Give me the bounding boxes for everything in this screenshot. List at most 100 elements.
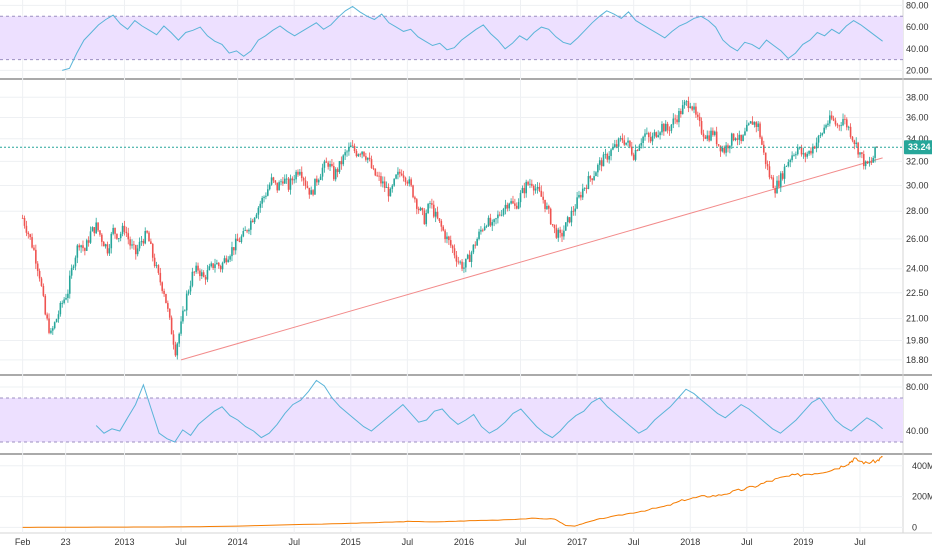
candle-body bbox=[282, 181, 284, 184]
candle-body bbox=[399, 171, 401, 174]
candle-body bbox=[555, 228, 558, 238]
candle-body bbox=[57, 314, 60, 320]
candle-body bbox=[295, 171, 297, 180]
candle-body bbox=[134, 245, 137, 255]
candle-body bbox=[570, 210, 573, 223]
candle-body bbox=[234, 238, 237, 251]
candle-body bbox=[114, 227, 116, 234]
candle-body bbox=[144, 231, 147, 244]
candle-body bbox=[23, 218, 26, 226]
candle-body bbox=[615, 144, 618, 147]
price-y-tick-label: 26.00 bbox=[906, 234, 929, 244]
candle-body bbox=[370, 159, 373, 169]
candle-body bbox=[417, 208, 420, 211]
candle-body bbox=[751, 121, 754, 125]
candle-body bbox=[485, 225, 488, 227]
candle-body bbox=[35, 249, 37, 264]
candle-body bbox=[721, 147, 724, 152]
candle-body bbox=[606, 153, 609, 160]
candle-body bbox=[595, 172, 597, 177]
candle-body bbox=[53, 322, 56, 329]
candle-body bbox=[847, 126, 850, 128]
x-tick-label: 2016 bbox=[454, 537, 474, 547]
candle-body bbox=[845, 119, 848, 128]
candle-body bbox=[523, 187, 526, 194]
candle-body bbox=[89, 231, 92, 243]
candle-body bbox=[853, 140, 856, 145]
candle-body bbox=[470, 252, 473, 262]
candle-body bbox=[172, 334, 175, 345]
candle-body bbox=[67, 293, 69, 298]
candle-body bbox=[242, 231, 245, 237]
grid-layer bbox=[0, 0, 903, 533]
x-tick-label: 2018 bbox=[680, 537, 700, 547]
candle-body bbox=[538, 186, 541, 191]
candle-body bbox=[159, 272, 162, 283]
candle-body bbox=[317, 179, 320, 183]
candle-body bbox=[551, 224, 554, 225]
candle-body bbox=[419, 207, 422, 211]
candle-body bbox=[647, 132, 650, 138]
candle-body bbox=[557, 229, 560, 238]
candle-body bbox=[497, 214, 499, 219]
candle-body bbox=[466, 254, 469, 259]
candle-body bbox=[438, 218, 441, 222]
candle-body bbox=[585, 187, 588, 189]
candle-body bbox=[327, 162, 329, 167]
candle-body bbox=[140, 240, 143, 242]
candle-body bbox=[544, 199, 546, 209]
candle-body bbox=[261, 197, 263, 204]
candle-body bbox=[338, 161, 341, 173]
candle-body bbox=[361, 151, 363, 155]
candle-body bbox=[229, 256, 231, 260]
candle-body bbox=[468, 254, 471, 262]
candle-body bbox=[655, 132, 658, 138]
candle-body bbox=[770, 177, 773, 179]
candle-body bbox=[425, 213, 428, 225]
candle-body bbox=[383, 181, 386, 188]
candle-body bbox=[223, 258, 226, 263]
candle-body bbox=[819, 134, 822, 136]
candle-body bbox=[785, 165, 788, 167]
candle-body bbox=[365, 156, 367, 160]
candle-body bbox=[382, 181, 384, 184]
candle-body bbox=[148, 232, 150, 242]
candle-body bbox=[614, 144, 616, 148]
candle-body bbox=[542, 196, 544, 200]
candle-body bbox=[363, 151, 365, 157]
candle-body bbox=[184, 310, 186, 312]
candle-body bbox=[813, 146, 816, 149]
candle-body bbox=[840, 125, 842, 127]
candle-body bbox=[91, 227, 94, 232]
candle-body bbox=[657, 135, 660, 138]
candle-body bbox=[346, 151, 348, 153]
candle-body bbox=[519, 192, 522, 203]
candle-body bbox=[472, 244, 475, 253]
rsi-bottom-y-tick-label: 40.00 bbox=[906, 426, 929, 436]
candle-body bbox=[749, 121, 752, 124]
candle-body bbox=[351, 145, 354, 147]
candle-body bbox=[638, 145, 641, 151]
candle-body bbox=[872, 157, 875, 163]
candle-body bbox=[217, 262, 220, 267]
candle-body bbox=[515, 205, 518, 209]
candle-body bbox=[214, 264, 216, 268]
candle-body bbox=[461, 261, 463, 269]
candle-body bbox=[580, 194, 582, 198]
candle-body bbox=[476, 238, 478, 246]
candle-body bbox=[706, 135, 709, 139]
candle-body bbox=[838, 125, 841, 127]
candle-body bbox=[104, 244, 107, 247]
candle-body bbox=[123, 225, 126, 232]
candle-body bbox=[640, 143, 643, 146]
candle-body bbox=[240, 236, 243, 242]
candle-body bbox=[168, 308, 171, 318]
candle-body bbox=[178, 333, 180, 344]
candle-body bbox=[678, 111, 680, 123]
candle-body bbox=[142, 240, 145, 244]
candle-body bbox=[50, 330, 52, 333]
last-price-badge bbox=[904, 140, 932, 155]
candle-body bbox=[189, 285, 192, 292]
candle-body bbox=[331, 163, 333, 167]
candle-body bbox=[527, 181, 529, 185]
